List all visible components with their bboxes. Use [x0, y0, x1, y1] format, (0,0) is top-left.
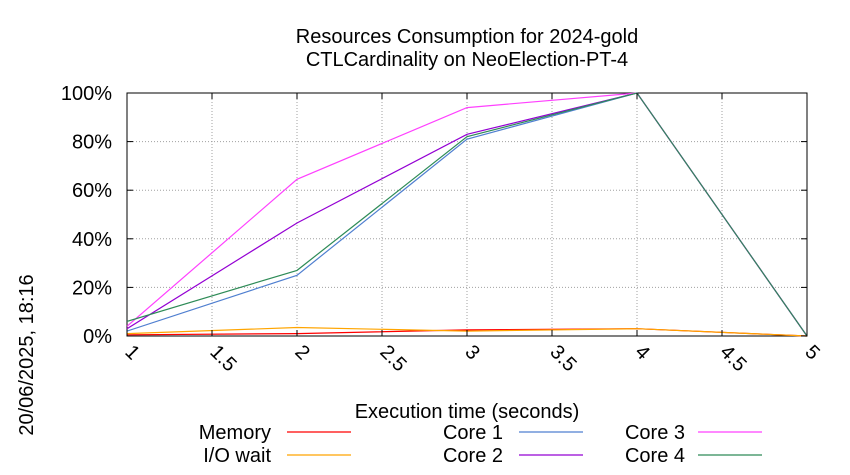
y-tick-label: 40%: [72, 229, 112, 251]
legend-label: Memory: [199, 422, 271, 444]
legend-label: Core 2: [443, 445, 503, 467]
y-tick-label: 80%: [72, 132, 112, 154]
x-tick-label: 4.5: [715, 341, 750, 376]
x-tick-label: 4: [630, 341, 653, 364]
y-tick-label: 60%: [72, 180, 112, 202]
x-tick-label: 1.5: [205, 341, 240, 376]
legend-label: Core 1: [443, 422, 503, 444]
legend-label: Core 4: [625, 445, 685, 467]
timestamp-label: 20/06/2025, 18:16: [16, 274, 38, 435]
series-line-core-4: [126, 92, 808, 337]
x-tick-label: 1: [120, 341, 143, 364]
y-tick-label: 100%: [61, 83, 112, 105]
chart-title-line-1: Resources Consumption for 2024-gold: [296, 26, 638, 48]
chart-title-line-2: CTLCardinality on NeoElection-PT-4: [306, 49, 628, 71]
x-tick-label: 2: [290, 341, 313, 364]
x-axis-label: Execution time (seconds): [355, 401, 580, 423]
legend-label: I/O wait: [203, 445, 271, 467]
grid: [127, 93, 807, 336]
y-tick-label: 0%: [83, 326, 112, 348]
x-tick-label: 3: [460, 341, 483, 364]
legend-label: Core 3: [625, 422, 685, 444]
x-tick-label: 2.5: [375, 341, 410, 376]
x-tick-label: 3.5: [545, 341, 580, 376]
y-tick-label: 20%: [72, 277, 112, 299]
x-tick-label: 5: [800, 341, 823, 364]
